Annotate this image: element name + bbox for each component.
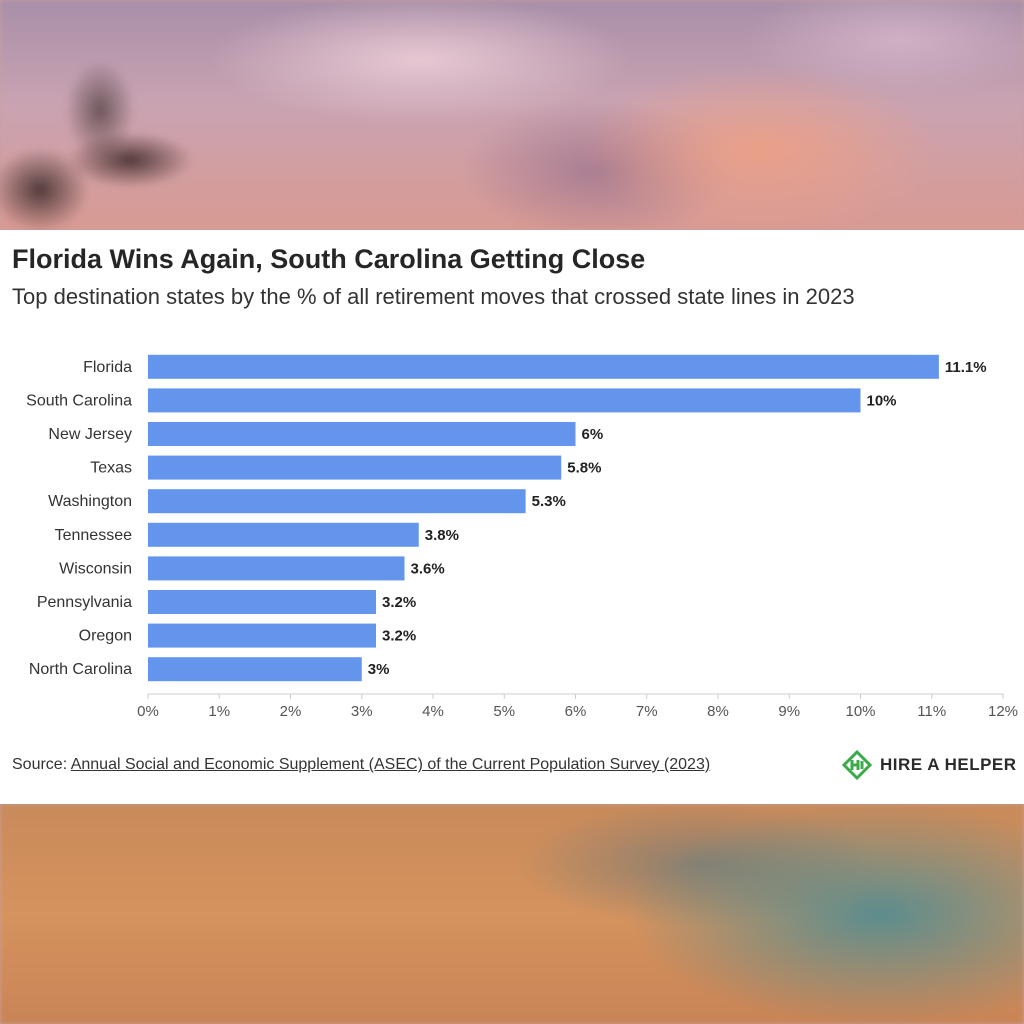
data-label: 3.8% xyxy=(425,527,459,544)
data-label: 10% xyxy=(867,392,897,409)
bar xyxy=(148,422,576,446)
category-label: North Carolina xyxy=(29,661,132,678)
category-label: Wisconsin xyxy=(59,560,132,577)
chart-subtitle: Top destination states by the % of all r… xyxy=(12,284,855,309)
bar xyxy=(148,455,562,480)
data-label: 6% xyxy=(582,426,604,443)
brand[interactable]: HIRE A HELPER xyxy=(842,750,1017,780)
data-label: 3.2% xyxy=(382,594,416,611)
source-link[interactable]: Annual Social and Economic Supplement (A… xyxy=(70,756,711,773)
category-label: New Jersey xyxy=(48,426,132,443)
bar xyxy=(148,388,861,413)
bar xyxy=(148,522,419,547)
data-label: 5.3% xyxy=(532,493,566,510)
hire-a-helper-logo-icon xyxy=(842,750,872,780)
x-tick-label: 7% xyxy=(636,703,658,720)
category-label: Tennessee xyxy=(55,527,132,544)
bar xyxy=(148,623,376,648)
x-tick-label: 10% xyxy=(845,703,875,720)
x-tick-label: 12% xyxy=(988,703,1018,720)
x-tick-label: 8% xyxy=(707,703,729,720)
category-label: Texas xyxy=(90,460,132,477)
x-tick-label: 2% xyxy=(280,703,302,720)
x-tick-label: 5% xyxy=(493,703,515,720)
chart-title: Florida Wins Again, South Carolina Getti… xyxy=(12,244,646,274)
x-tick-label: 3% xyxy=(351,703,373,720)
bar xyxy=(148,489,526,514)
source-note: Source: Annual Social and Economic Suppl… xyxy=(12,756,710,774)
source-prefix: Source: xyxy=(12,756,68,773)
bar xyxy=(148,354,939,379)
x-tick-label: 6% xyxy=(565,703,587,720)
x-tick-label: 0% xyxy=(137,703,159,720)
category-label: Florida xyxy=(83,359,132,376)
x-tick-label: 11% xyxy=(917,703,946,720)
x-tick-label: 1% xyxy=(208,703,230,720)
brand-name: HIRE A HELPER xyxy=(880,755,1017,774)
category-label: Oregon xyxy=(79,628,132,645)
bar xyxy=(148,657,362,682)
x-tick-label: 4% xyxy=(422,703,444,720)
category-label: South Carolina xyxy=(26,392,132,409)
data-label: 5.8% xyxy=(567,460,601,477)
data-label: 3.6% xyxy=(411,560,445,577)
category-label: Pennsylvania xyxy=(37,594,132,611)
background-beach xyxy=(0,804,1024,1024)
data-label: 3% xyxy=(368,661,390,678)
chart-card: Florida Wins Again, South Carolina Getti… xyxy=(0,230,1024,804)
background-palm-tree xyxy=(0,40,220,240)
data-label: 11.1% xyxy=(945,359,987,376)
bar xyxy=(148,556,405,581)
bar-chart: Florida 11.1% South Carolina 10% New Jersey 6… xyxy=(26,354,1018,720)
x-tick-label: 9% xyxy=(778,703,800,720)
data-label: 3.2% xyxy=(382,628,416,645)
category-label: Washington xyxy=(48,493,132,510)
bar xyxy=(148,590,376,614)
